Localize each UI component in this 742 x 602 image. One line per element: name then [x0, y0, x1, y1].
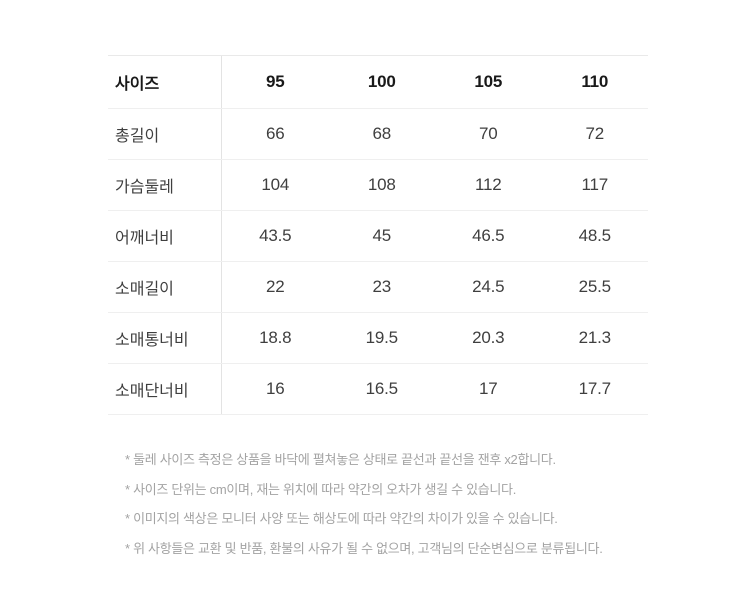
row-value: 24.5: [472, 277, 505, 296]
row-label: 소매길이: [108, 262, 222, 312]
row-value: 104: [261, 175, 290, 194]
row-value: 22: [265, 277, 285, 296]
row-value: 16: [265, 379, 285, 398]
size-table-header-label: 사이즈: [108, 56, 222, 108]
size-column-header: 100: [367, 72, 396, 91]
row-label: 소매통너비: [108, 313, 222, 363]
row-value: 17.7: [578, 379, 611, 398]
row-value: 23: [372, 277, 391, 296]
size-guide-footnotes: * 둘레 사이즈 측정은 상품을 바닥에 펼쳐놓은 상태로 끝선과 끝선을 잰후…: [125, 445, 603, 563]
footnote: * 이미지의 색상은 모니터 사양 또는 해상도에 따라 약간의 차이가 있을 …: [125, 511, 558, 526]
row-value: 72: [585, 124, 604, 143]
size-column-header: 105: [474, 72, 503, 91]
row-value: 112: [474, 175, 502, 194]
row-value: 43.5: [259, 226, 292, 245]
row-label: 어깨너비: [108, 211, 222, 261]
table-row: 가슴둘레 104 108 112 117: [108, 160, 648, 211]
footnote: * 위 사항들은 교환 및 반품, 환불의 사유가 될 수 없으며, 고객님의 …: [125, 540, 603, 556]
table-row: 소매단너비 16 16.5 17 17.7: [108, 364, 648, 415]
row-label: 총길이: [108, 109, 222, 159]
footnote: * 둘레 사이즈 측정은 상품을 바닥에 펼쳐놓은 상태로 끝선과 끝선을 잰후…: [125, 452, 556, 467]
row-label: 소매단너비: [108, 364, 222, 414]
size-table-header-row: 사이즈 95 100 105 110: [108, 56, 648, 109]
table-row: 소매길이 22 23 24.5 25.5: [108, 262, 648, 313]
row-value: 108: [367, 175, 396, 194]
table-row: 어깨너비 43.5 45 46.5 48.5: [108, 211, 648, 262]
size-spec-table: 사이즈 95 100 105 110 총길이 66 68 70 72 가슴둘레 …: [108, 55, 648, 415]
row-value: 20.3: [472, 328, 505, 347]
row-value: 45: [372, 226, 391, 245]
row-label: 가슴둘레: [108, 160, 222, 210]
row-value: 117: [581, 175, 608, 194]
row-value: 70: [478, 124, 498, 143]
row-value: 16.5: [365, 379, 398, 398]
size-column-header: 95: [265, 72, 285, 91]
size-column-header: 110: [581, 72, 609, 91]
row-value: 66: [265, 124, 285, 143]
row-value: 19.5: [365, 328, 398, 347]
row-value: 21.3: [578, 328, 611, 347]
row-value: 46.5: [472, 226, 505, 245]
row-value: 25.5: [578, 277, 611, 296]
row-value: 18.8: [259, 328, 292, 347]
table-row: 총길이 66 68 70 72: [108, 109, 648, 160]
row-value: 17: [478, 379, 498, 398]
row-value: 48.5: [578, 226, 611, 245]
table-row: 소매통너비 18.8 19.5 20.3 21.3: [108, 313, 648, 364]
row-value: 68: [372, 124, 391, 143]
footnote: * 사이즈 단위는 cm이며, 재는 위치에 따라 약간의 오차가 생길 수 있…: [125, 481, 517, 497]
